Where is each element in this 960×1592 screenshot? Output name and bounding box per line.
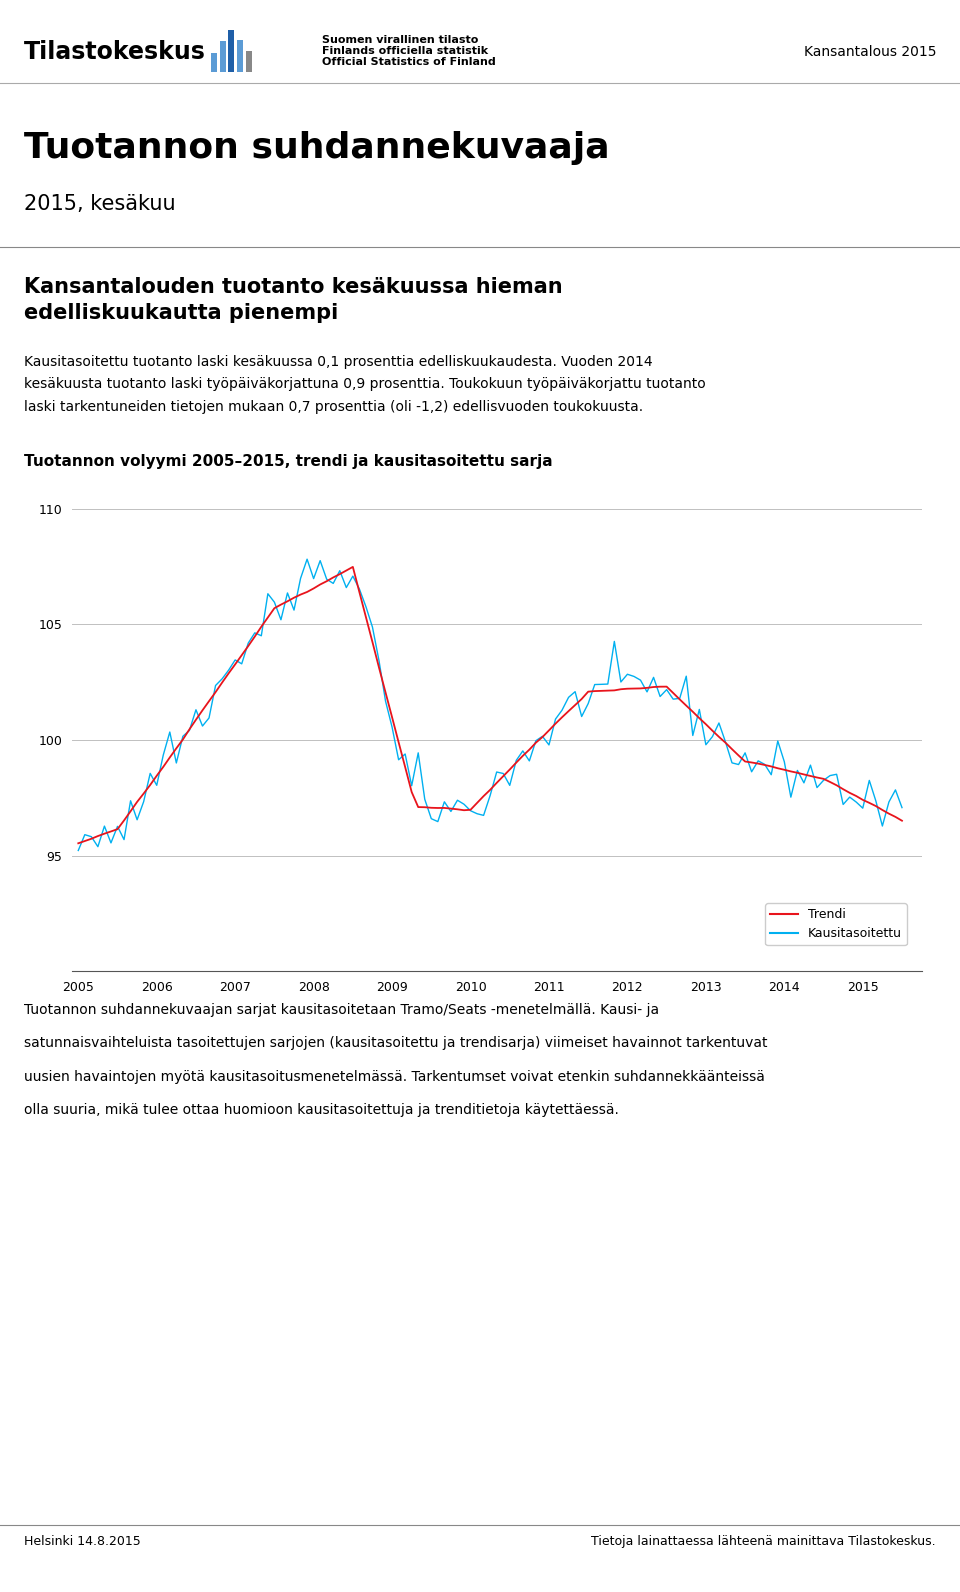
Text: kesäkuusta tuotanto laski työpäiväkorjattuna 0,9 prosenttia. Toukokuun työpäiväk: kesäkuusta tuotanto laski työpäiväkorjat…: [24, 377, 706, 392]
Text: laski tarkentuneiden tietojen mukaan 0,7 prosenttia (oli -1,2) edellisvuoden tou: laski tarkentuneiden tietojen mukaan 0,7…: [24, 400, 643, 414]
Text: Tuotannon suhdannekuvaaja: Tuotannon suhdannekuvaaja: [24, 131, 610, 164]
Text: olla suuria, mikä tulee ottaa huomioon kausitasoitettuja ja trenditietoja käytet: olla suuria, mikä tulee ottaa huomioon k…: [24, 1103, 619, 1118]
Text: Finlands officiella statistik: Finlands officiella statistik: [322, 46, 488, 56]
Bar: [237, 40, 243, 72]
Text: Tilastokeskus: Tilastokeskus: [24, 40, 205, 64]
Bar: [211, 53, 217, 72]
Text: Kansantalouden tuotanto kesäkuussa hieman
edelliskuukautta pienempi: Kansantalouden tuotanto kesäkuussa hiema…: [24, 277, 563, 323]
Bar: [246, 51, 252, 72]
Text: satunnaisvaihteluista tasoitettujen sarjojen (kausitasoitettu ja trendisarja) vi: satunnaisvaihteluista tasoitettujen sarj…: [24, 1036, 767, 1051]
Text: uusien havaintojen myötä kausitasoitusmenetelmässä. Tarkentumset voivat etenkin : uusien havaintojen myötä kausitasoitusme…: [24, 1070, 765, 1084]
Text: Tuotannon suhdannekuvaajan sarjat kausitasoitetaan Tramo/Seats -menetelmällä. Ka: Tuotannon suhdannekuvaajan sarjat kausit…: [24, 1003, 660, 1017]
Text: Kansantalous 2015: Kansantalous 2015: [804, 45, 936, 59]
Text: Tietoja lainattaessa lähteenä mainittava Tilastokeskus.: Tietoja lainattaessa lähteenä mainittava…: [591, 1535, 936, 1547]
Text: Suomen virallinen tilasto: Suomen virallinen tilasto: [322, 35, 478, 45]
Text: Tuotannon volyymi 2005–2015, trendi ja kausitasoitettu sarja: Tuotannon volyymi 2005–2015, trendi ja k…: [24, 454, 553, 468]
Bar: [220, 41, 226, 72]
Text: Kausitasoitettu tuotanto laski kesäkuussa 0,1 prosenttia edelliskuukaudesta. Vuo: Kausitasoitettu tuotanto laski kesäkuuss…: [24, 355, 653, 369]
Text: Helsinki 14.8.2015: Helsinki 14.8.2015: [24, 1535, 141, 1547]
Bar: [228, 30, 234, 72]
Legend: Trendi, Kausitasoitettu: Trendi, Kausitasoitettu: [765, 903, 907, 946]
Text: Official Statistics of Finland: Official Statistics of Finland: [322, 57, 495, 67]
Text: 2015, kesäkuu: 2015, kesäkuu: [24, 194, 176, 215]
